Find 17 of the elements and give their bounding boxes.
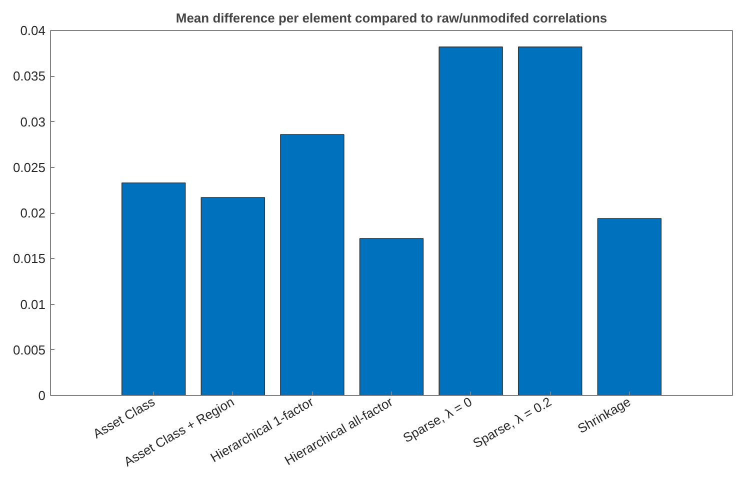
y-tick-label: 0.035 [12, 68, 46, 84]
bar [597, 218, 662, 396]
bar [280, 134, 344, 396]
y-tick-label: 0.04 [20, 23, 46, 38]
y-tick-label: 0.005 [12, 342, 46, 358]
y-tick-label: 0.03 [20, 114, 46, 130]
bar [518, 46, 582, 396]
bar [121, 182, 186, 396]
bar [359, 238, 424, 396]
y-tick-label: 0.025 [12, 160, 46, 175]
bar [438, 46, 503, 396]
y-tick-label: 0.01 [20, 296, 46, 312]
y-tick-label: 0.02 [20, 206, 46, 220]
y-tick-label: 0 [38, 388, 46, 403]
bar [200, 197, 266, 396]
y-tick-label: 0.015 [12, 251, 46, 266]
chart-title: Mean difference per element compared to raw/unmodifed correlations [176, 10, 608, 26]
